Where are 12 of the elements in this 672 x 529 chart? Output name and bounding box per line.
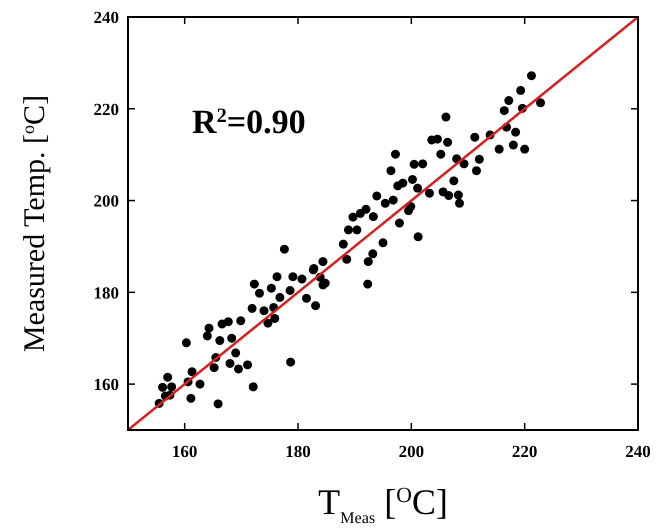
- y-tick-label: 240: [94, 8, 119, 27]
- x-tick-label: 180: [285, 442, 311, 461]
- x-tick-label: 200: [398, 442, 424, 461]
- annotation: R$^{2}$=0.90: [192, 104, 306, 141]
- y-tick-label: 180: [94, 283, 119, 302]
- x-tick-label: 220: [512, 442, 538, 461]
- x-tick-label: 240: [625, 442, 651, 461]
- y-tick-label: 200: [94, 192, 119, 211]
- y-tick-label: 160: [94, 375, 119, 394]
- y-tick-label: 220: [94, 100, 119, 119]
- x-axis-title: T$_{Meas}$ [$^{O}$C]: [318, 482, 448, 527]
- x-tick-label: 160: [172, 442, 198, 461]
